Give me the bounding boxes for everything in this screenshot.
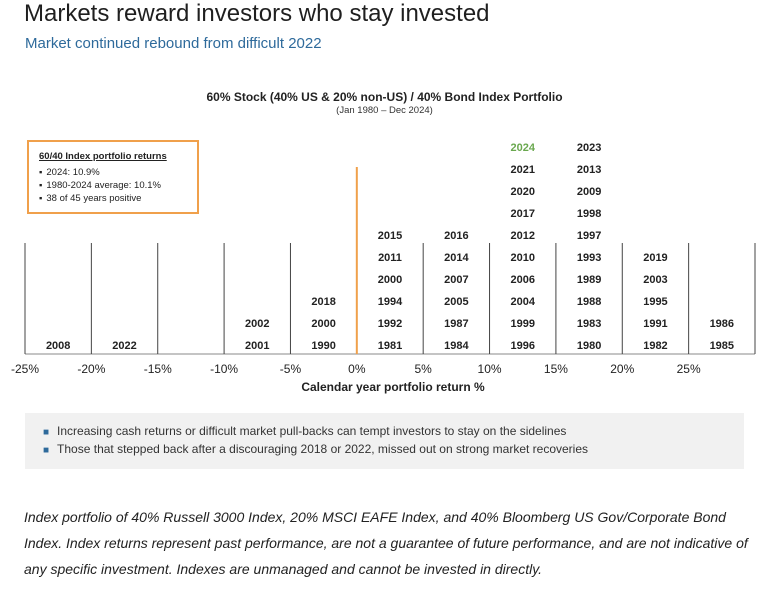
year-label: 1980 bbox=[577, 340, 601, 352]
note-item: ■ Increasing cash returns or difficult ma… bbox=[43, 423, 744, 441]
chart-title: 60% Stock (40% US & 20% non-US) / 40% Bo… bbox=[206, 90, 563, 104]
year-label: 2009 bbox=[577, 186, 601, 198]
year-label: 2017 bbox=[510, 208, 534, 220]
year-label: 1992 bbox=[378, 318, 402, 330]
year-label: 2008 bbox=[46, 340, 70, 352]
page-subtitle: Market continued rebound from difficult … bbox=[25, 35, 322, 52]
year-label: 1999 bbox=[510, 318, 534, 330]
legend-title: 60/40 Index portfolio returns bbox=[39, 151, 167, 162]
year-label: 2023 bbox=[577, 142, 601, 154]
page-title: Markets reward investors who stay invest… bbox=[24, 0, 490, 27]
x-tick-label: 20% bbox=[610, 362, 634, 376]
x-tick-label: -15% bbox=[144, 362, 172, 376]
year-label: 1997 bbox=[577, 230, 601, 242]
x-tick-label: 25% bbox=[677, 362, 701, 376]
x-tick-label: -25% bbox=[11, 362, 39, 376]
year-label: 2015 bbox=[378, 230, 402, 242]
bullet-icon: ■ bbox=[43, 427, 50, 438]
x-tick-label: 15% bbox=[544, 362, 568, 376]
year-label: 2005 bbox=[444, 296, 468, 308]
year-label: 1988 bbox=[577, 296, 601, 308]
footnote: Index portfolio of 40% Russell 3000 Inde… bbox=[24, 509, 748, 577]
year-label: 2010 bbox=[510, 252, 534, 264]
year-label: 2000 bbox=[378, 274, 402, 286]
x-tick-label: -5% bbox=[280, 362, 302, 376]
year-label: 1989 bbox=[577, 274, 601, 286]
bullet-icon: ■ bbox=[43, 445, 50, 456]
x-tick-label: 0% bbox=[348, 362, 366, 376]
year-label: 1985 bbox=[710, 340, 734, 352]
year-label: 2004 bbox=[510, 296, 535, 308]
legend-item: 2024: 10.9% bbox=[39, 166, 197, 179]
x-axis-label: Calendar year portfolio return % bbox=[301, 380, 485, 394]
legend-item: 38 of 45 years positive bbox=[39, 192, 197, 205]
year-label: 1994 bbox=[378, 296, 403, 308]
legend-box: 60/40 Index portfolio returns 2024: 10.9… bbox=[27, 140, 199, 214]
year-label: 1987 bbox=[444, 318, 468, 330]
year-label: 1990 bbox=[311, 340, 335, 352]
x-tick-label: -10% bbox=[210, 362, 238, 376]
x-tick-label: 5% bbox=[415, 362, 433, 376]
year-label: 1995 bbox=[643, 296, 667, 308]
x-tick-label: 10% bbox=[478, 362, 502, 376]
notes-box: ■ Increasing cash returns or difficult ma… bbox=[25, 413, 744, 469]
year-label: 1982 bbox=[643, 340, 667, 352]
note-item: ■ Those that stepped back after a discour… bbox=[43, 441, 744, 459]
year-label: 2018 bbox=[311, 296, 335, 308]
note-text: Those that stepped back after a discoura… bbox=[57, 442, 589, 456]
year-label: 2007 bbox=[444, 274, 468, 286]
year-label: 2003 bbox=[643, 274, 667, 286]
year-label: 2006 bbox=[510, 274, 534, 286]
year-label: 1996 bbox=[510, 340, 534, 352]
year-label: 1998 bbox=[577, 208, 601, 220]
year-label: 2016 bbox=[444, 230, 468, 242]
year-label: 1993 bbox=[577, 252, 601, 264]
year-label: 2000 bbox=[311, 318, 335, 330]
year-label: 2024 bbox=[510, 142, 535, 154]
chart-subtitle: (Jan 1980 – Dec 2024) bbox=[336, 105, 433, 116]
year-label: 2013 bbox=[577, 164, 601, 176]
year-label: 2019 bbox=[643, 252, 667, 264]
year-label: 1984 bbox=[444, 340, 469, 352]
year-label: 2022 bbox=[112, 340, 136, 352]
year-label: 2002 bbox=[245, 318, 269, 330]
legend-item: 1980-2024 average: 10.1% bbox=[39, 179, 197, 192]
x-tick-label: -20% bbox=[77, 362, 105, 376]
year-label: 2020 bbox=[510, 186, 534, 198]
histogram-chart: 2008 2022 2001 2002 1990 2000 2018 1981 1992 1994… bbox=[11, 142, 756, 394]
year-label: 1991 bbox=[643, 318, 667, 330]
year-label: 1981 bbox=[378, 340, 402, 352]
year-label: 1986 bbox=[710, 318, 734, 330]
year-label: 1983 bbox=[577, 318, 601, 330]
year-label: 2012 bbox=[510, 230, 534, 242]
year-label: 2021 bbox=[510, 164, 534, 176]
year-label: 2014 bbox=[444, 252, 469, 264]
note-text: Increasing cash returns or difficult mar… bbox=[57, 424, 567, 438]
year-label: 2011 bbox=[378, 252, 402, 264]
year-label: 2001 bbox=[245, 340, 269, 352]
